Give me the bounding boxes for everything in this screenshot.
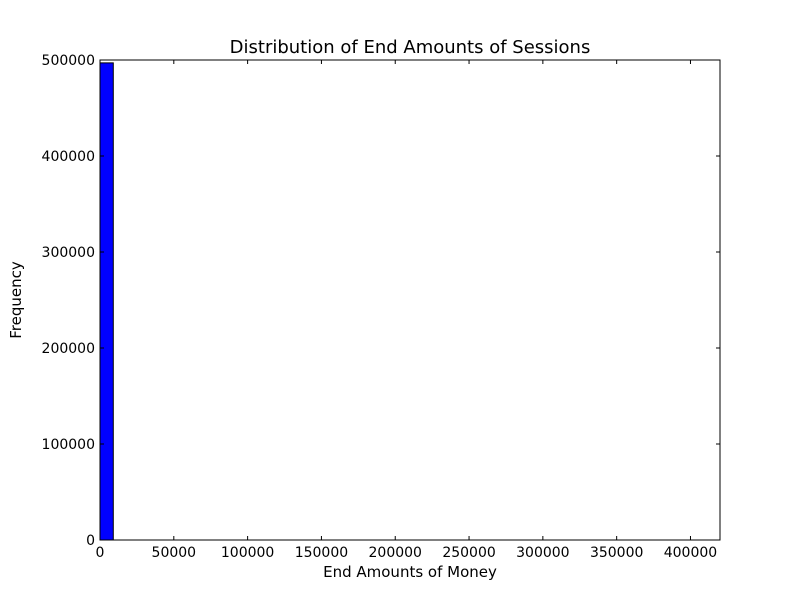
y-axis-label: Frequency (7, 261, 25, 339)
x-tick-label-8: 400000 (664, 545, 717, 561)
y-tick-label-1: 100000 (42, 437, 95, 453)
x-tick-label-5: 250000 (442, 545, 495, 561)
x-tick-label-4: 200000 (369, 545, 422, 561)
y-tick-label-2: 200000 (42, 341, 95, 357)
x-tick-label-1: 50000 (152, 545, 197, 561)
x-axis-label: End Amounts of Money (323, 563, 497, 581)
y-tick-label-4: 400000 (42, 149, 95, 165)
x-tick-label-7: 350000 (590, 545, 643, 561)
x-tick-label-2: 100000 (221, 545, 274, 561)
x-tick-label-3: 150000 (295, 545, 348, 561)
ticks-layer: 0 50000 100000 150000 200000 250000 300000 3500… (42, 53, 720, 561)
x-tick-label-0: 0 (96, 545, 105, 561)
y-tick-label-5: 500000 (42, 53, 95, 69)
bars-layer (99, 62, 114, 541)
y-tick-label-3: 300000 (42, 245, 95, 261)
chart-title: Distribution of End Amounts of Sessions (230, 37, 591, 58)
plot-frame (99, 59, 721, 541)
x-tick-label-6: 300000 (516, 545, 569, 561)
y-tick-label-0: 0 (86, 533, 95, 549)
histogram-bar-0 (99, 62, 114, 541)
